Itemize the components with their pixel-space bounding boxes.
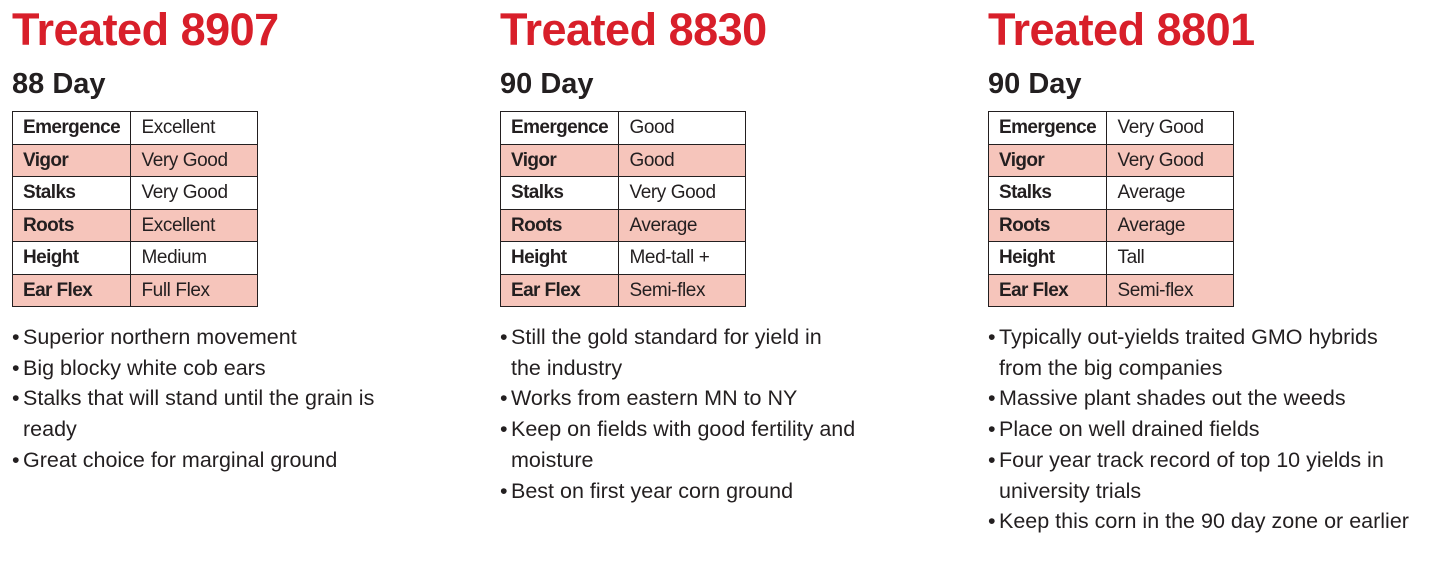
trait-value: Good	[618, 111, 746, 145]
trait-name: Emergence	[987, 111, 1108, 145]
feature-item: • Great choice for marginal ground	[12, 445, 452, 476]
trait-row-stalks: Stalks Very Good	[11, 176, 258, 210]
trait-value: Good	[618, 143, 746, 177]
product-maturity: 88 Day	[12, 68, 106, 100]
trait-name: Stalks	[11, 176, 132, 210]
feature-item: • Superior northern movement	[12, 322, 452, 353]
trait-value: Very Good	[130, 143, 258, 177]
trait-row-roots: Roots Average	[987, 208, 1234, 242]
product-maturity: 90 Day	[500, 68, 594, 100]
feature-item: • Keep on fields with good fertility and …	[500, 414, 856, 475]
feature-item: • Best on first year corn ground	[500, 476, 940, 507]
feature-list: • Superior northern movement • Big blocky …	[12, 322, 452, 476]
trait-value: Very Good	[1106, 111, 1234, 145]
bullet-icon: •	[988, 447, 996, 472]
trait-value: Semi-flex	[618, 273, 746, 307]
product-maturity: 90 Day	[988, 68, 1082, 100]
trait-name: Height	[499, 241, 620, 275]
feature-item: • Typically out-yields traited GMO hybrid…	[988, 322, 1414, 383]
trait-name: Roots	[499, 208, 620, 242]
feature-item: • Big blocky white cob ears	[12, 353, 452, 384]
trait-row-vigor: Vigor Good	[499, 143, 746, 177]
bullet-icon: •	[988, 417, 996, 442]
trait-row-emergence: Emergence Excellent	[11, 111, 258, 145]
bullet-icon: •	[988, 509, 996, 534]
trait-name: Emergence	[499, 111, 620, 145]
trait-value: Excellent	[130, 208, 258, 242]
trait-value: Average	[618, 208, 746, 242]
feature-list: • Typically out-yields traited GMO hybrid…	[988, 322, 1428, 537]
trait-name: Ear Flex	[987, 273, 1108, 307]
bullet-icon: •	[12, 447, 20, 472]
trait-row-emergence: Emergence Good	[499, 111, 746, 145]
trait-row-stalks: Stalks Very Good	[499, 176, 746, 210]
trait-value: Very Good	[1106, 143, 1234, 177]
trait-row-roots: Roots Excellent	[11, 208, 258, 242]
trait-row-roots: Roots Average	[499, 208, 746, 242]
trait-name: Height	[987, 241, 1108, 275]
bullet-icon: •	[988, 386, 996, 411]
bullet-icon: •	[500, 478, 508, 503]
trait-name: Roots	[11, 208, 132, 242]
trait-row-ear-flex: Ear Flex Full Flex	[11, 273, 258, 307]
bullet-icon: •	[12, 355, 20, 380]
trait-value: Average	[1106, 176, 1234, 210]
feature-item: • Works from eastern MN to NY	[500, 383, 940, 414]
feature-list: • Still the gold standard for yield in th…	[500, 322, 940, 506]
bullet-icon: •	[12, 386, 20, 411]
trait-row-height: Height Tall	[987, 241, 1234, 275]
trait-row-ear-flex: Ear Flex Semi-flex	[499, 273, 746, 307]
trait-value: Very Good	[618, 176, 746, 210]
feature-item: • Still the gold standard for yield in th…	[500, 322, 856, 383]
trait-name: Vigor	[987, 143, 1108, 177]
trait-value: Semi-flex	[1106, 273, 1234, 307]
trait-value: Excellent	[130, 111, 258, 145]
traits-table: Emergence Very Good Vigor Very Good Stal…	[987, 111, 1234, 307]
feature-item: • Place on well drained fields	[988, 414, 1428, 445]
product-title: Treated 8830	[500, 4, 767, 55]
trait-value: Full Flex	[130, 273, 258, 307]
trait-row-emergence: Emergence Very Good	[987, 111, 1234, 145]
trait-value: Medium	[130, 241, 258, 275]
trait-row-ear-flex: Ear Flex Semi-flex	[987, 273, 1234, 307]
trait-row-height: Height Med-tall +	[499, 241, 746, 275]
trait-name: Emergence	[11, 111, 132, 145]
trait-row-vigor: Vigor Very Good	[987, 143, 1234, 177]
traits-table: Emergence Good Vigor Good Stalks Very Go…	[499, 111, 746, 307]
trait-name: Stalks	[987, 176, 1108, 210]
trait-row-height: Height Medium	[11, 241, 258, 275]
trait-name: Vigor	[499, 143, 620, 177]
bullet-icon: •	[12, 325, 20, 349]
trait-value: Very Good	[130, 176, 258, 210]
trait-value: Average	[1106, 208, 1234, 242]
bullet-icon: •	[500, 325, 508, 349]
trait-value: Med-tall +	[618, 241, 746, 275]
trait-name: Height	[11, 241, 132, 275]
bullet-icon: •	[988, 325, 996, 349]
trait-name: Ear Flex	[499, 273, 620, 307]
feature-item: • Stalks that will stand until the grain …	[12, 383, 378, 444]
trait-row-vigor: Vigor Very Good	[11, 143, 258, 177]
feature-item: • Keep this corn in the 90 day zone or ea…	[988, 506, 1428, 537]
traits-table: Emergence Excellent Vigor Very Good Stal…	[11, 111, 258, 307]
trait-value: Tall	[1106, 241, 1234, 275]
trait-row-stalks: Stalks Average	[987, 176, 1234, 210]
feature-item: • Four year track record of top 10 yields…	[988, 445, 1419, 506]
bullet-icon: •	[500, 417, 508, 442]
trait-name: Stalks	[499, 176, 620, 210]
product-title: Treated 8801	[988, 4, 1255, 55]
feature-item: • Massive plant shades out the weeds	[988, 383, 1428, 414]
trait-name: Roots	[987, 208, 1108, 242]
bullet-icon: •	[500, 386, 508, 411]
product-title: Treated 8907	[12, 4, 279, 55]
trait-name: Vigor	[11, 143, 132, 177]
trait-name: Ear Flex	[11, 273, 132, 307]
